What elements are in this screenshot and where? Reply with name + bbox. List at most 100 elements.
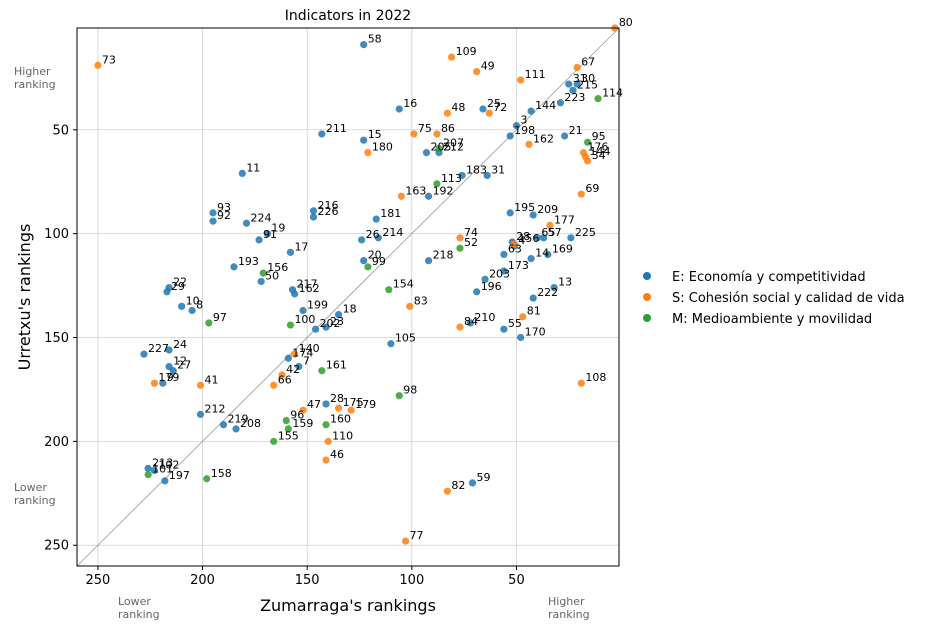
data-point bbox=[291, 350, 299, 358]
data-point bbox=[517, 76, 525, 84]
data-point-label: 144 bbox=[590, 145, 611, 158]
data-point bbox=[527, 254, 535, 263]
data-point bbox=[594, 95, 602, 103]
data-point-label: 84 bbox=[464, 315, 478, 328]
data-point-label: 28 bbox=[330, 392, 344, 405]
data-point-label: 175 bbox=[343, 396, 364, 409]
data-point-label: 154 bbox=[393, 278, 414, 291]
data-point-label: 209 bbox=[537, 203, 558, 216]
legend-label: S: Cohesión social y calidad de vida bbox=[672, 291, 905, 306]
data-point-label: 75 bbox=[418, 122, 432, 135]
data-point bbox=[364, 149, 372, 157]
ranking-direction-labels: Higher ranking Lower ranking Lower ranking Hig… bbox=[14, 65, 590, 621]
data-point bbox=[372, 215, 380, 223]
data-point bbox=[219, 421, 228, 429]
data-point bbox=[584, 157, 592, 165]
data-point-label: 86 bbox=[441, 122, 455, 135]
data-point-label: 213 bbox=[152, 456, 173, 469]
data-point-label: 22 bbox=[173, 276, 187, 289]
data-point-label: 109 bbox=[456, 45, 477, 58]
data-point bbox=[255, 236, 263, 244]
data-point bbox=[473, 68, 481, 76]
data-point-label: 102 bbox=[158, 458, 179, 471]
data-point bbox=[169, 367, 177, 375]
data-point-label: 162 bbox=[299, 282, 320, 295]
data-point bbox=[318, 367, 326, 375]
data-point-label: 8 bbox=[196, 299, 203, 312]
data-point-label: 74 bbox=[464, 226, 478, 239]
data-point bbox=[295, 362, 303, 371]
data-point bbox=[556, 99, 565, 107]
data-point bbox=[577, 190, 585, 198]
data-point-label: 27 bbox=[177, 359, 191, 372]
data-point-label: 18 bbox=[343, 303, 357, 316]
data-point bbox=[374, 234, 382, 242]
y-tick-label: 50 bbox=[52, 123, 69, 138]
data-point bbox=[401, 537, 410, 545]
data-point bbox=[259, 269, 267, 277]
data-point-label: 24 bbox=[173, 338, 187, 351]
legend-marker bbox=[643, 293, 651, 301]
data-point-label: 110 bbox=[332, 429, 353, 442]
data-point-label: 161 bbox=[326, 359, 347, 372]
data-point-label: 197 bbox=[169, 469, 190, 482]
data-point bbox=[322, 400, 330, 408]
data-point-label: 41 bbox=[204, 373, 218, 386]
data-point-label: 212 bbox=[443, 141, 464, 154]
x-tick-label: 50 bbox=[508, 573, 525, 588]
data-point-label: 169 bbox=[552, 242, 573, 255]
data-point-label: 26 bbox=[366, 228, 380, 241]
data-point-label: 25 bbox=[487, 97, 501, 110]
data-point bbox=[506, 209, 514, 217]
data-point-label: 83 bbox=[414, 294, 428, 307]
data-point-label: 222 bbox=[537, 286, 558, 299]
data-point-label: 3 bbox=[520, 114, 527, 127]
data-point bbox=[406, 302, 414, 310]
data-point-label: 67 bbox=[581, 55, 595, 68]
data-point-label: 180 bbox=[372, 141, 393, 154]
data-point bbox=[544, 250, 552, 259]
data-point-label: 195 bbox=[514, 201, 535, 214]
data-point-label: 16 bbox=[403, 97, 417, 110]
data-point bbox=[232, 425, 240, 433]
y-top-corner-label: Higher ranking bbox=[14, 65, 56, 91]
data-point bbox=[209, 209, 217, 217]
data-point-label: 192 bbox=[433, 184, 454, 197]
data-point-label: 113 bbox=[441, 172, 462, 185]
data-point bbox=[286, 321, 295, 329]
data-point-label: 4 bbox=[518, 234, 525, 247]
data-point bbox=[311, 325, 320, 333]
data-point-label: 155 bbox=[278, 429, 299, 442]
data-point bbox=[410, 130, 418, 138]
data-point bbox=[324, 437, 332, 445]
data-point bbox=[144, 464, 152, 472]
data-point-label: 114 bbox=[602, 87, 623, 100]
diagonal-reference-line bbox=[76, 27, 620, 567]
data-point-label: 66 bbox=[278, 373, 292, 386]
data-point bbox=[209, 217, 217, 225]
data-point bbox=[322, 421, 330, 429]
y-tick-label: 200 bbox=[44, 435, 69, 450]
data-point-label: 176 bbox=[587, 141, 608, 154]
data-point-label: 34 bbox=[592, 149, 606, 162]
data-point bbox=[433, 130, 441, 138]
data-point bbox=[278, 371, 286, 379]
data-point bbox=[424, 192, 433, 200]
data-point-label: 224 bbox=[251, 211, 272, 224]
data-point bbox=[286, 248, 295, 256]
data-point-label: 77 bbox=[410, 529, 424, 542]
data-point-label: 31 bbox=[573, 72, 587, 85]
data-point bbox=[468, 479, 477, 487]
data-point-label: 159 bbox=[292, 417, 313, 430]
data-point-label: 28 bbox=[516, 230, 530, 243]
data-point bbox=[144, 471, 152, 479]
data-point-label: 181 bbox=[380, 207, 401, 220]
data-point-label: 198 bbox=[514, 124, 535, 137]
data-point bbox=[385, 286, 393, 294]
y-tick-label: 100 bbox=[44, 227, 69, 242]
data-point-label: 82 bbox=[451, 479, 465, 492]
data-point-label: 13 bbox=[558, 276, 572, 289]
data-point bbox=[485, 109, 493, 117]
data-point-label: 212 bbox=[204, 402, 225, 415]
